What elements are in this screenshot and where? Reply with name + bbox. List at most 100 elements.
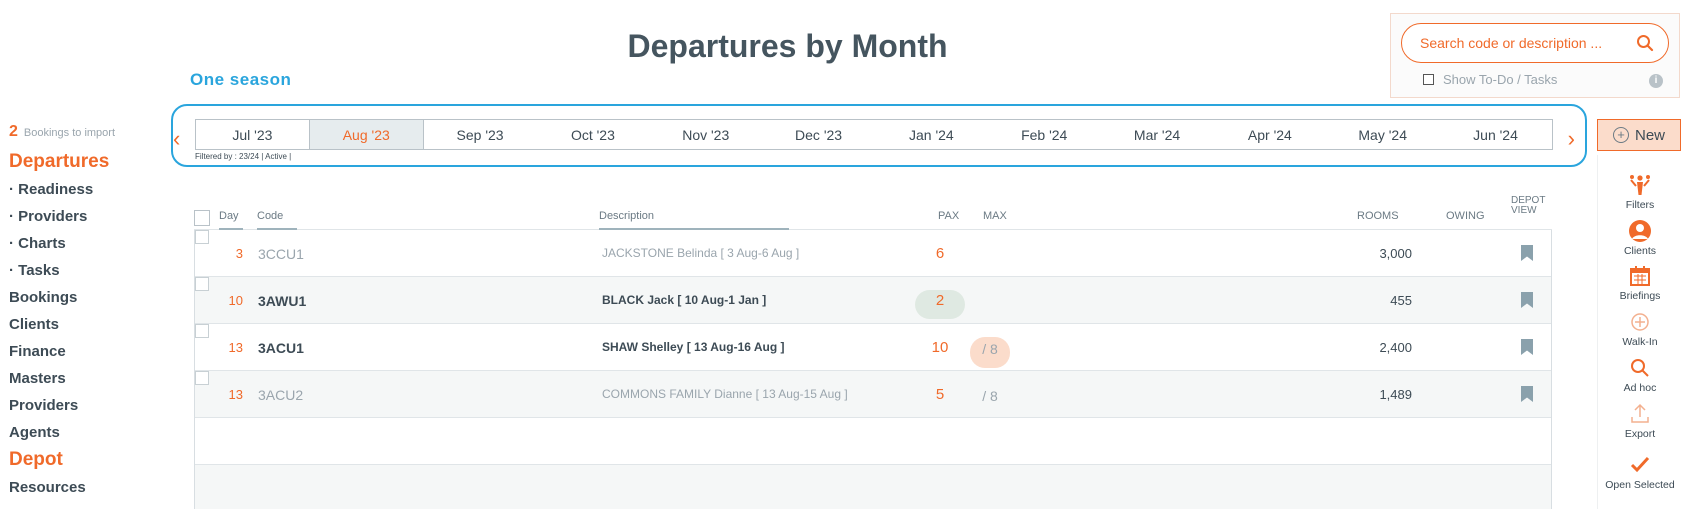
filter-note: Filtered by : 23/24 | Active |: [195, 152, 292, 161]
nav-providers[interactable]: Providers: [9, 397, 79, 414]
month-tab[interactable]: Sep '23: [456, 127, 504, 143]
tool-label: Ad hoc: [1623, 382, 1657, 394]
empty-row: [195, 465, 1551, 509]
nav-charts[interactable]: · Charts: [9, 235, 66, 252]
table-row[interactable]: 13 3ACU2 COMMONS FAMILY Dianne [ 13 Aug-…: [195, 371, 1551, 418]
tool-label: Filters: [1625, 199, 1655, 211]
row-code[interactable]: 3ACU1: [258, 340, 304, 356]
nav-providers-sub[interactable]: · Providers: [9, 208, 88, 225]
prev-month-arrow-icon[interactable]: ‹: [173, 126, 181, 151]
todo-label: Show To-Do / Tasks: [1443, 72, 1558, 87]
table-row[interactable]: 10 3AWU1 BLACK Jack [ 10 Aug-1 Jan ] 2 4…: [195, 277, 1551, 324]
col-description[interactable]: Description: [599, 210, 789, 230]
tool-walk-in[interactable]: Walk-In: [1598, 310, 1682, 348]
col-rooms: ROOMS: [1357, 210, 1399, 222]
bookmark-icon[interactable]: [1521, 339, 1533, 355]
empty-row: [195, 418, 1551, 465]
month-tab-selected[interactable]: Aug '23: [308, 120, 424, 149]
month-tab[interactable]: Mar '24: [1133, 127, 1181, 143]
month-tab[interactable]: Feb '24: [1021, 127, 1068, 143]
nav-bookings[interactable]: Bookings: [9, 289, 78, 306]
bookmark-icon[interactable]: [1521, 386, 1533, 402]
todo-checkbox[interactable]: [1423, 74, 1434, 85]
bookings-to-import-link[interactable]: 2 Bookings to import: [9, 122, 169, 142]
row-owing: 455: [1390, 293, 1412, 308]
tool-label: Clients: [1623, 245, 1657, 257]
filters-icon: [1630, 175, 1650, 195]
info-icon[interactable]: i: [1649, 74, 1663, 88]
nav-agents[interactable]: Agents: [9, 424, 60, 441]
nav-depot[interactable]: Depot: [9, 449, 63, 470]
tool-label: Walk-In: [1622, 336, 1658, 348]
bookmark-icon[interactable]: [1521, 292, 1533, 308]
row-code[interactable]: 3AWU1: [258, 293, 307, 309]
month-tab[interactable]: May '24: [1358, 127, 1407, 143]
col-max: MAX: [983, 210, 1007, 222]
row-code[interactable]: 3ACU2: [258, 387, 304, 403]
tool-ad-hoc[interactable]: Ad hoc: [1598, 356, 1682, 394]
col-pax: PAX: [938, 210, 960, 222]
search-icon: [1631, 359, 1649, 377]
row-checkbox[interactable]: [195, 324, 209, 338]
select-all-checkbox[interactable]: [194, 210, 210, 226]
row-code[interactable]: 3CCU1: [258, 246, 304, 262]
season-link[interactable]: One season: [190, 70, 292, 89]
new-button-label: New: [1634, 126, 1665, 144]
nav-clients[interactable]: Clients: [9, 316, 60, 333]
month-tab[interactable]: Dec '23: [795, 127, 843, 143]
row-pax: 10: [931, 339, 949, 356]
nav-tasks[interactable]: · Tasks: [9, 262, 60, 279]
page-title: Departures by Month: [627, 28, 948, 64]
import-label: Bookings to import: [23, 127, 116, 139]
table-row[interactable]: 13 3ACU1 SHAW Shelley [ 13 Aug-16 Aug ] …: [195, 324, 1551, 371]
next-month-arrow-icon[interactable]: ›: [1567, 126, 1575, 151]
tool-briefings[interactable]: Briefings: [1598, 264, 1682, 302]
month-tab[interactable]: Oct '23: [570, 127, 615, 143]
plus-circle-icon: +: [1612, 127, 1629, 143]
row-description: JACKSTONE Belinda [ 3 Aug-6 Aug ]: [602, 246, 800, 260]
row-max: [970, 290, 1010, 321]
col-depot-view-line1: DEPOT: [1511, 195, 1546, 206]
user-circle-icon: [1629, 220, 1651, 242]
month-tab[interactable]: Nov '23: [682, 127, 730, 143]
row-day: 3: [235, 246, 243, 261]
search-box: [1401, 23, 1669, 63]
col-depot-view: DEPOT VIEW: [1511, 196, 1545, 216]
row-checkbox[interactable]: [195, 230, 209, 244]
nav-resources[interactable]: Resources: [9, 479, 86, 496]
row-max: / 8: [970, 337, 1010, 368]
row-checkbox[interactable]: [195, 371, 209, 385]
nav-finance[interactable]: Finance: [9, 343, 66, 360]
tool-export[interactable]: Export: [1598, 402, 1682, 440]
new-button[interactable]: + New: [1597, 119, 1681, 151]
tool-label: Export: [1624, 428, 1656, 440]
nav-masters[interactable]: Masters: [9, 370, 66, 387]
row-pax: 2: [915, 290, 965, 319]
bookmark-icon[interactable]: [1521, 245, 1533, 261]
table-body: 3 3CCU1 JACKSTONE Belinda [ 3 Aug-6 Aug …: [194, 230, 1552, 509]
search-icon[interactable]: [1636, 34, 1654, 52]
nav-departures[interactable]: Departures: [9, 151, 110, 172]
col-owing: OWING: [1446, 210, 1485, 222]
col-day[interactable]: Day: [219, 210, 243, 230]
row-owing: 3,000: [1379, 246, 1412, 261]
col-code[interactable]: Code: [257, 210, 297, 230]
row-checkbox[interactable]: [195, 277, 209, 291]
tool-clients[interactable]: Clients: [1598, 219, 1682, 257]
table-row[interactable]: 3 3CCU1 JACKSTONE Belinda [ 3 Aug-6 Aug …: [195, 230, 1551, 277]
row-owing: 2,400: [1379, 340, 1412, 355]
month-tab[interactable]: Jul '23: [232, 127, 273, 143]
todo-toggle[interactable]: Show To-Do / Tasks: [1423, 72, 1557, 87]
search-input[interactable]: [1420, 33, 1620, 53]
nav-readiness[interactable]: · Readiness: [9, 181, 94, 198]
month-tab[interactable]: Jan '24: [909, 127, 954, 143]
row-pax: 5: [935, 386, 945, 403]
tool-filters[interactable]: Filters: [1598, 173, 1682, 211]
export-icon: [1631, 403, 1649, 423]
checkmark-icon: [1630, 456, 1650, 473]
row-day: 13: [228, 387, 243, 402]
month-tab[interactable]: Jun '24: [1473, 127, 1518, 143]
tool-open-selected[interactable]: Open Selected: [1598, 453, 1682, 491]
month-tab[interactable]: Apr '24: [1247, 127, 1292, 143]
import-count: 2: [9, 123, 18, 140]
